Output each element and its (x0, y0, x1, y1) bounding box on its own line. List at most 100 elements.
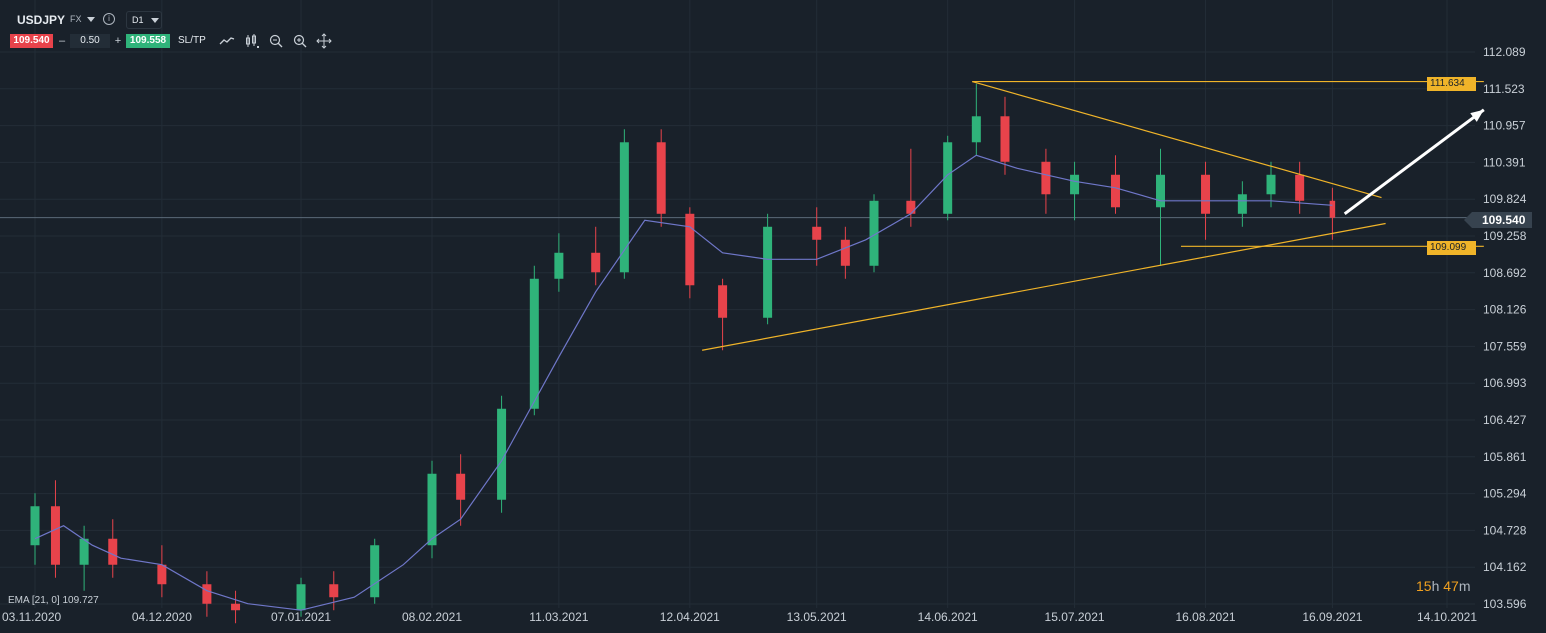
candle-body (329, 584, 339, 598)
candle-body (456, 473, 466, 500)
y-axis-tick-label: 108.692 (1483, 266, 1527, 280)
candle-body (1266, 174, 1276, 195)
resistance-price-label: 111.634 (1427, 77, 1476, 91)
ema-value: 109.727 (62, 595, 99, 606)
sell-price-button[interactable]: 109.540 (10, 34, 53, 48)
x-axis-tick-label: 04.12.2020 (132, 610, 192, 624)
candle-body (1110, 174, 1120, 208)
current-price-value: 109.540 (1482, 213, 1526, 227)
candle-body (50, 506, 60, 565)
volume-increase-button[interactable]: + (114, 35, 122, 47)
timer-hours-unit: h (1431, 578, 1440, 594)
line-chart-icon[interactable] (219, 33, 235, 49)
volume-decrease-button[interactable]: – (58, 35, 66, 47)
lower-trendline (702, 222, 1386, 351)
timeframe-select[interactable]: D1 (126, 11, 162, 29)
chevron-down-icon (151, 18, 159, 23)
y-axis-tick-label: 103.596 (1483, 597, 1527, 611)
timeframe-label: D1 (132, 15, 144, 25)
x-axis-tick-label: 15.07.2021 (1045, 610, 1105, 624)
sltp-button[interactable]: SL/TP (178, 35, 206, 46)
candle-body (79, 538, 89, 565)
x-axis-tick-label: 14.06.2021 (918, 610, 978, 624)
candle-body (296, 584, 306, 611)
candle-body (591, 252, 601, 273)
candle-body (30, 506, 40, 546)
candle-body (108, 538, 118, 565)
candle-body (943, 142, 953, 214)
support-price-label: 109.099 (1427, 241, 1476, 255)
y-axis-tick-label: 106.427 (1483, 413, 1527, 427)
x-axis-tick-label: 07.01.2021 (271, 610, 331, 624)
ema-label: EMA [21, 0] (8, 595, 60, 606)
candle-body (202, 584, 212, 604)
candle-body (1201, 174, 1211, 214)
x-axis-tick-label: 16.09.2021 (1302, 610, 1362, 624)
candle-body (763, 226, 773, 318)
ema-indicator-legend[interactable]: EMA [21, 0] 109.727 (8, 595, 99, 606)
candle-body (1070, 174, 1080, 195)
zoom-in-icon[interactable] (292, 33, 308, 49)
candle-body (906, 200, 916, 214)
y-axis-tick-label: 111.523 (1483, 82, 1525, 96)
candle-body (157, 564, 167, 585)
forecast-arrow-head (1470, 109, 1484, 122)
candle-body (370, 545, 380, 598)
x-axis-tick-label: 13.05.2021 (787, 610, 847, 624)
y-axis-tick-label: 105.861 (1483, 450, 1527, 464)
y-axis-tick-label: 110.391 (1483, 155, 1526, 169)
candle-body (869, 200, 879, 266)
candle-body (529, 278, 539, 409)
y-axis-tick-label: 106.993 (1483, 376, 1527, 390)
volume-input[interactable]: 0.50 (70, 34, 110, 48)
y-axis-tick-label: 104.728 (1483, 523, 1527, 537)
x-axis-tick-label: 11.03.2021 (529, 610, 588, 624)
candle-body (1041, 161, 1051, 195)
candle-timer: 15h 47m (1416, 578, 1471, 594)
buy-price-button[interactable]: 109.558 (126, 34, 170, 48)
chart-toolbar: USDJPY FX i D1 109.540 – 0.50 + 109.558 … (0, 0, 600, 56)
candle-body (1156, 174, 1166, 208)
symbol-label[interactable]: USDJPY (17, 13, 66, 27)
y-axis-tick-label: 112.089 (1483, 45, 1526, 59)
candle-body (718, 285, 728, 318)
candle-body (497, 408, 507, 500)
y-axis-tick-label: 108.126 (1483, 303, 1527, 317)
candle-body (1329, 200, 1336, 218)
current-price-label: 109.540 (1464, 212, 1532, 228)
symbol-dropdown-icon[interactable] (87, 17, 95, 22)
candle-body (812, 226, 822, 240)
timer-minutes-unit: m (1458, 578, 1471, 594)
y-axis-tick-label: 109.258 (1483, 229, 1527, 243)
x-axis-tick-label: 12.04.2021 (660, 610, 720, 624)
candle-body (685, 213, 695, 286)
zoom-out-icon[interactable] (268, 33, 284, 49)
x-axis-tick-label: 03.11.2020 (2, 610, 61, 624)
candle-body (1000, 116, 1010, 162)
y-axis-tick-label: 110.957 (1483, 119, 1526, 133)
info-icon[interactable]: i (103, 13, 115, 25)
x-axis-tick-label: 08.02.2021 (402, 610, 462, 624)
y-axis-tick-label: 104.162 (1483, 560, 1527, 574)
x-axis-tick-label: 14.10.2021 (1417, 610, 1477, 624)
timer-minutes: 47 (1443, 578, 1459, 594)
x-axis-tick-label: 16.08.2021 (1175, 610, 1235, 624)
candle-body (554, 252, 564, 279)
timer-hours: 15 (1416, 578, 1432, 594)
candle-body (971, 116, 981, 143)
crosshair-icon[interactable] (316, 33, 332, 49)
y-axis-tick-label: 109.824 (1483, 192, 1527, 206)
candle-body (1237, 194, 1247, 214)
ema-line (34, 154, 1333, 611)
candle-body (840, 239, 850, 266)
market-label: FX (70, 14, 82, 24)
candle-body (427, 473, 437, 546)
candle-body (656, 142, 666, 214)
candle-body (231, 603, 241, 611)
candle-body (619, 142, 629, 273)
upper-trendline (972, 80, 1382, 199)
candles-icon[interactable] (244, 33, 260, 49)
y-axis-tick-label: 107.559 (1483, 339, 1527, 353)
candle-body (1295, 174, 1305, 201)
